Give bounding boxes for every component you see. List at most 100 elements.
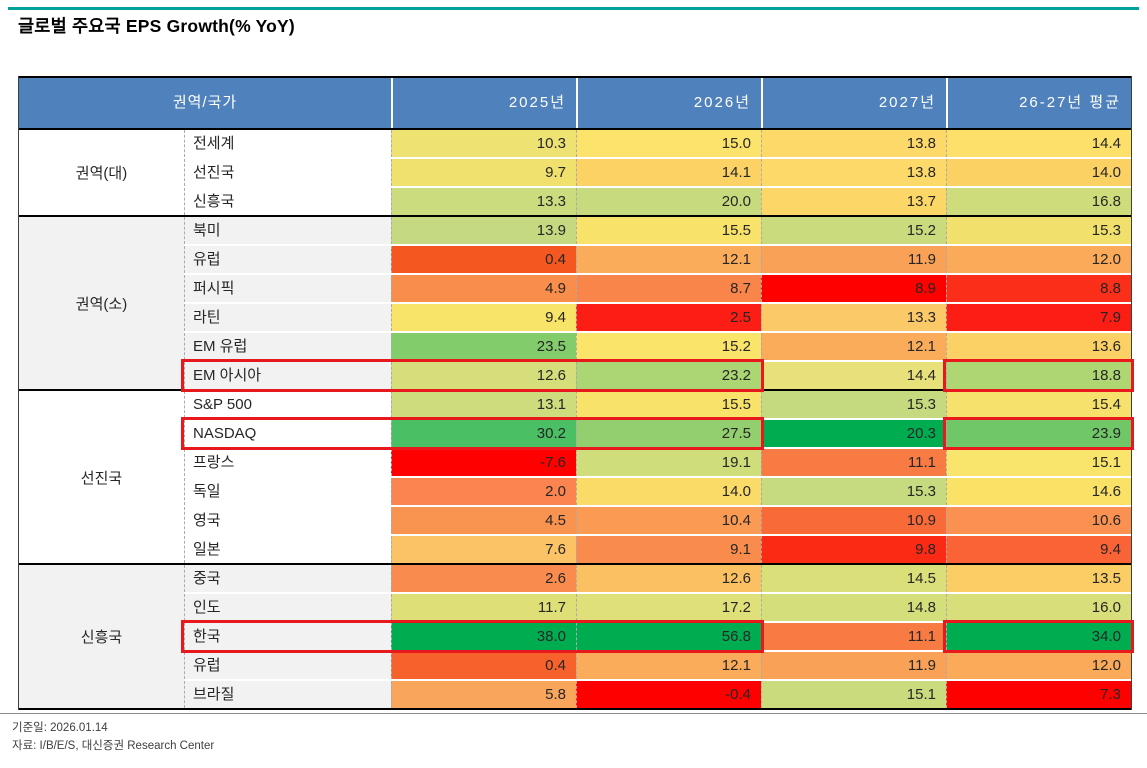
group-label: 선진국 [19,391,184,563]
value-cell: 12.1 [761,333,946,360]
value-cell: 20.0 [576,188,761,215]
eps-growth-table: 권역/국가 2025년 2026년 2027년 26-27년 평균 권역(대) 전… [18,76,1132,710]
country-cell: 프랑스 [184,449,391,476]
value-cell: 23.5 [391,333,576,360]
country-cell: 브라질 [184,681,391,708]
value-cell: 9.8 [761,536,946,563]
value-cell: 11.1 [761,449,946,476]
value-cell: 15.5 [576,217,761,244]
header-cell-2025: 2025년 [391,78,576,128]
value-cell: 8.9 [761,275,946,302]
value-cell: 34.0 [946,623,1131,650]
value-cell: 12.6 [576,565,761,592]
value-cell: 10.3 [391,130,576,157]
value-cell: 15.3 [946,217,1131,244]
value-cell: 15.0 [576,130,761,157]
value-cell: 16.0 [946,594,1131,621]
country-cell: 북미 [184,217,391,244]
value-cell: 4.5 [391,507,576,534]
value-cell: 0.4 [391,652,576,679]
value-cell: 12.6 [391,362,576,389]
value-cell: 2.0 [391,478,576,505]
value-cell: 14.5 [761,565,946,592]
value-cell: 20.3 [761,420,946,447]
value-cell: 56.8 [576,623,761,650]
value-cell: 15.2 [576,333,761,360]
value-cell: 14.8 [761,594,946,621]
value-cell: 15.1 [761,681,946,708]
value-cell: 13.8 [761,159,946,186]
top-accent-line [8,7,1139,10]
value-cell: 13.7 [761,188,946,215]
value-cell: 12.1 [576,246,761,273]
value-cell: 19.1 [576,449,761,476]
value-cell: 13.6 [946,333,1131,360]
value-cell: 11.1 [761,623,946,650]
value-cell: 13.8 [761,130,946,157]
group-label: 신흥국 [19,565,184,708]
country-cell: 한국 [184,623,391,650]
value-cell: 8.8 [946,275,1131,302]
value-cell: 0.4 [391,246,576,273]
value-cell: 9.4 [946,536,1131,563]
value-cell: 10.6 [946,507,1131,534]
country-cell: 일본 [184,536,391,563]
value-cell: 14.0 [946,159,1131,186]
page-title: 글로벌 주요국 EPS Growth(% YoY) [18,16,295,36]
value-cell: 15.3 [761,478,946,505]
value-cell: 9.4 [391,304,576,331]
value-cell: 12.0 [946,652,1131,679]
value-cell: 13.1 [391,391,576,418]
value-cell: 15.2 [761,217,946,244]
value-cell: 7.3 [946,681,1131,708]
value-cell: 13.9 [391,217,576,244]
value-cell: 2.5 [576,304,761,331]
value-cell: 7.6 [391,536,576,563]
country-cell: 중국 [184,565,391,592]
value-cell: 30.2 [391,420,576,447]
value-cell: 9.1 [576,536,761,563]
value-cell: 27.5 [576,420,761,447]
country-cell: 유럽 [184,652,391,679]
value-cell: 12.0 [946,246,1131,273]
value-cell: 11.7 [391,594,576,621]
country-cell: 영국 [184,507,391,534]
country-cell: NASDAQ [184,420,391,447]
value-cell: 23.9 [946,420,1131,447]
value-cell: 11.9 [761,246,946,273]
value-cell: 10.4 [576,507,761,534]
value-cell: 9.7 [391,159,576,186]
table-group: 선진국 S&P 500 13.1 15.5 15.3 15.4 NASDAQ 30.2 27.5… [19,389,1131,563]
group-label: 권역(대) [19,130,184,215]
source-text: 자료: I/B/E/S, 대신증권 Research Center [12,740,215,752]
value-cell: 23.2 [576,362,761,389]
country-cell: 독일 [184,478,391,505]
country-cell: 퍼시픽 [184,275,391,302]
header-cell-region-country: 권역/국가 [172,94,238,111]
value-cell: 13.5 [946,565,1131,592]
header-cell-2027: 2027년 [761,78,946,128]
value-cell: -7.6 [391,449,576,476]
table-group: 권역(소) 북미 13.9 15.5 15.2 15.3 유럽 0.4 12.1 11.9 12.0… [19,215,1131,389]
value-cell: 13.3 [391,188,576,215]
value-cell: 14.0 [576,478,761,505]
value-cell: 11.9 [761,652,946,679]
value-cell: 18.8 [946,362,1131,389]
value-cell: 2.6 [391,565,576,592]
value-cell: 13.3 [761,304,946,331]
footer-divider [0,713,1147,714]
country-cell: 유럽 [184,246,391,273]
country-cell: 인도 [184,594,391,621]
value-cell: 16.8 [946,188,1131,215]
value-cell: 12.1 [576,652,761,679]
header-cell-26-27-avg: 26-27년 평균 [946,78,1131,128]
value-cell: 14.6 [946,478,1131,505]
value-cell: 8.7 [576,275,761,302]
country-cell: 선진국 [184,159,391,186]
value-cell: 10.9 [761,507,946,534]
basis-date-text: 기준일: 2026.01.14 [12,722,108,734]
table-body: 권역(대) 전세계 10.3 15.0 13.8 14.4 선진국 9.7 14.1 13.8 14… [19,130,1131,710]
country-cell: 라틴 [184,304,391,331]
value-cell: 14.4 [946,130,1131,157]
